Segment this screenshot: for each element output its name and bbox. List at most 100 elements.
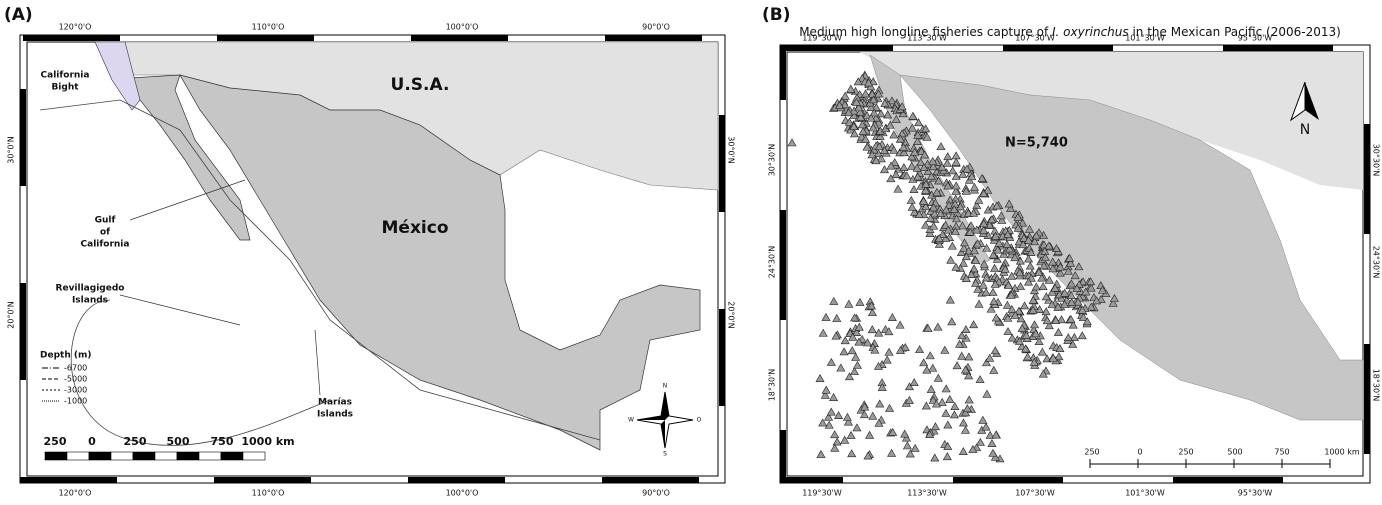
capture-point	[853, 77, 863, 86]
capture-point	[874, 328, 884, 337]
scale-bar: 250 0 250 500 750 1000 km	[44, 435, 295, 461]
capture-point	[926, 384, 936, 393]
capture-point	[1055, 262, 1065, 271]
capture-point	[832, 313, 842, 322]
leader	[129, 179, 246, 221]
capture-point	[952, 214, 962, 223]
capture-points	[787, 70, 1119, 463]
capture-point	[982, 389, 992, 398]
capture-point	[990, 452, 1000, 461]
capture-point	[818, 418, 828, 427]
capture-point	[990, 263, 1000, 272]
capture-point	[856, 112, 866, 121]
capture-point	[990, 279, 1000, 288]
capture-point	[958, 447, 968, 455]
scale-label: 500	[1227, 448, 1242, 457]
capture-point	[787, 138, 797, 147]
capture-point	[928, 156, 938, 165]
capture-point	[934, 176, 944, 185]
capture-point	[891, 114, 901, 123]
capture-point	[950, 227, 960, 235]
capture-point	[1010, 253, 1020, 262]
capture-point	[885, 403, 895, 412]
capture-point	[951, 186, 961, 195]
capture-point	[1007, 333, 1017, 342]
capture-point	[851, 352, 861, 361]
capture-point	[1034, 268, 1044, 276]
scale-segment	[220, 451, 244, 461]
lat-tick-label: 30°0'N	[7, 136, 16, 163]
capture-point	[972, 239, 983, 248]
capture-point	[1014, 336, 1024, 345]
capture-point	[921, 185, 931, 194]
capture-point	[843, 417, 853, 426]
capture-point	[1031, 329, 1041, 338]
capture-point	[868, 411, 878, 420]
capture-point	[886, 161, 896, 170]
lon-tick-label: 119°30'W	[802, 34, 842, 43]
capture-point	[874, 89, 884, 98]
capture-point	[852, 423, 862, 432]
capture-point	[1010, 310, 1020, 319]
scale-segment	[242, 451, 266, 461]
capture-point	[1078, 277, 1088, 286]
capture-point	[850, 313, 860, 322]
capture-point	[979, 189, 989, 198]
capture-point	[884, 347, 894, 356]
capture-point	[859, 410, 869, 419]
lat-tick-label: 24°30'N	[768, 246, 777, 279]
country-label: México	[382, 218, 449, 238]
capture-point	[876, 109, 886, 118]
capture-point	[947, 241, 957, 250]
capture-point	[1078, 312, 1088, 321]
capture-point	[964, 352, 974, 361]
capture-point	[941, 408, 951, 417]
lon-tick-label: 95°30'W	[1238, 489, 1273, 498]
capture-point	[1025, 261, 1035, 270]
capture-point	[883, 110, 893, 119]
compass-letter: W	[628, 417, 634, 424]
capture-point	[943, 441, 953, 450]
capture-point	[860, 402, 870, 411]
capture-point	[886, 174, 896, 183]
capture-point	[821, 385, 831, 394]
capture-point	[988, 287, 998, 296]
capture-point	[884, 327, 894, 336]
place-label: California	[81, 240, 130, 250]
capture-point	[864, 78, 874, 87]
scale-segment	[176, 451, 200, 461]
capture-point	[826, 407, 836, 416]
scale-segment	[198, 451, 222, 461]
capture-point	[1041, 307, 1051, 316]
capture-point	[829, 393, 839, 401]
capture-point	[869, 95, 879, 104]
capture-point	[891, 170, 901, 179]
capture-point	[960, 425, 971, 434]
capture-point	[974, 299, 984, 308]
legend-label: -6700	[64, 364, 87, 373]
capture-point	[991, 313, 1001, 322]
compass-letter: N	[663, 383, 668, 390]
capture-point	[847, 449, 857, 458]
capture-point	[902, 171, 912, 180]
capture-point	[1069, 332, 1079, 341]
capture-point	[826, 357, 836, 366]
capture-point	[1028, 295, 1038, 304]
capture-point	[867, 89, 877, 98]
capture-point	[1004, 199, 1014, 208]
capture-point	[897, 102, 907, 111]
capture-point	[906, 195, 916, 204]
capture-point	[962, 164, 972, 173]
capture-point	[1023, 352, 1033, 361]
capture-point	[961, 274, 971, 283]
capture-point	[912, 163, 922, 172]
capture-point	[996, 211, 1006, 220]
capture-point	[873, 361, 883, 370]
capture-point	[901, 433, 911, 442]
capture-point	[951, 157, 961, 166]
capture-point	[1064, 253, 1075, 262]
capture-point	[964, 395, 974, 404]
capture-point	[846, 84, 856, 93]
scale-segment	[132, 451, 156, 461]
place-label: Revillagigedo	[56, 284, 125, 294]
